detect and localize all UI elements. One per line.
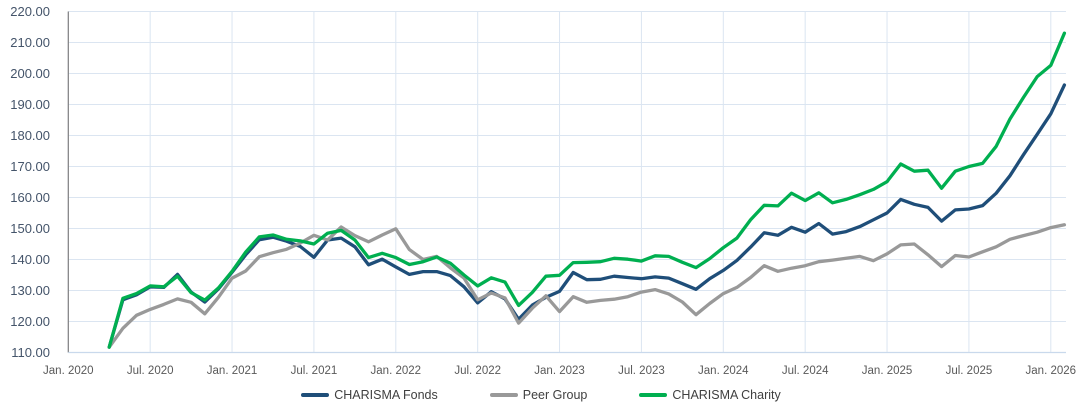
x-axis-tick-label: Jul. 2024 (782, 365, 829, 377)
y-axis-tick-label: 130.00 (10, 283, 50, 298)
y-axis-tick-label: 220.00 (10, 4, 50, 19)
x-axis-tick-label: Jul. 2022 (454, 365, 501, 377)
x-axis-tick-label: Jan. 2025 (862, 365, 913, 377)
y-axis-tick-label: 160.00 (10, 190, 50, 205)
x-axis-tick-label: Jul. 2023 (618, 365, 665, 377)
peer-group-swatch-icon (489, 393, 518, 397)
charisma-charity-line (107, 31, 1067, 349)
y-axis-tick-label: 190.00 (10, 97, 50, 112)
legend-item-charisma-charity: CHARISMA Charity (639, 388, 781, 402)
x-axis-tick-label: Jan. 2023 (534, 365, 585, 377)
charisma-fonds-swatch-icon (301, 393, 330, 397)
x-axis-tick-label: Jul. 2021 (291, 365, 338, 377)
legend-label: CHARISMA Charity (672, 388, 781, 402)
charisma-charity-swatch-icon (639, 393, 668, 397)
x-axis-tick-label: Jul. 2020 (127, 365, 174, 377)
y-axis-tick-label: 170.00 (10, 159, 50, 174)
legend-label: Peer Group (522, 388, 588, 402)
y-axis-tick-label: 120.00 (10, 314, 50, 329)
x-axis-tick-label: Jan. 2024 (698, 365, 749, 377)
x-axis-tick-label: Jan. 2020 (43, 365, 94, 377)
x-axis-tick-label: Jan. 2022 (371, 365, 422, 377)
legend-label: CHARISMA Fonds (334, 388, 438, 402)
y-axis-tick-label: 110.00 (11, 345, 50, 360)
x-axis-tick-label: Jul. 2025 (946, 365, 993, 377)
x-axis-tick-label: Jan. 2026 (1026, 365, 1077, 377)
y-axis-tick-label: 210.00 (10, 35, 50, 50)
charisma-fonds-line (107, 83, 1067, 349)
y-axis-tick-label: 150.00 (10, 221, 50, 236)
x-axis-tick-label: Jan. 2021 (207, 365, 258, 377)
legend-item-peer-group: Peer Group (489, 388, 588, 402)
y-axis-tick-label: 140.00 (10, 252, 50, 267)
legend-item-charisma-fonds: CHARISMA Fonds (301, 388, 438, 402)
y-axis-tick-label: 200.00 (10, 66, 50, 81)
peer-group-line (107, 223, 1067, 349)
y-axis-tick-label: 180.00 (10, 128, 50, 143)
chart-legend: CHARISMA Fonds Peer Group CHARISMA Chari… (0, 388, 1082, 402)
